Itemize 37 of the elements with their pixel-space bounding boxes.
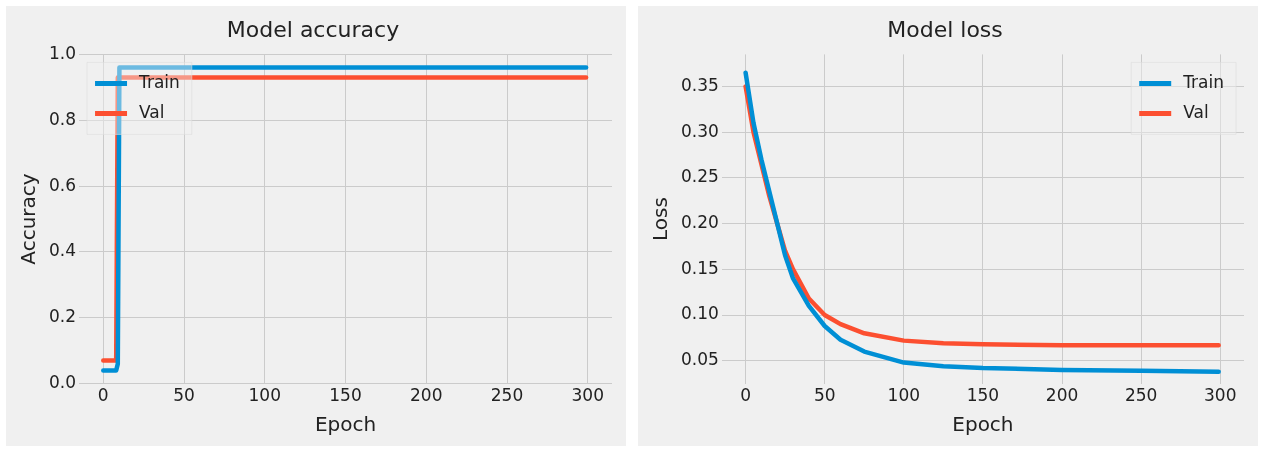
y-tick-label: 0.35 bbox=[680, 74, 719, 95]
x-tick-label: 0 bbox=[740, 385, 751, 406]
y-tick-label: 0.2 bbox=[48, 306, 77, 327]
x-tick-label: 200 bbox=[1045, 385, 1079, 406]
y-tick-label: 0.20 bbox=[680, 211, 719, 232]
x-tick-label: 300 bbox=[571, 385, 604, 406]
x-tick-label: 100 bbox=[248, 385, 281, 406]
x-tick-label: 100 bbox=[887, 385, 921, 406]
y-tick-label: 0.05 bbox=[680, 349, 719, 370]
legend-label: Val bbox=[1183, 101, 1209, 122]
x-tick-label: 0 bbox=[97, 385, 109, 406]
y-tick-label: 0.6 bbox=[48, 174, 77, 195]
y-axis-title: Loss bbox=[648, 197, 673, 241]
chart-title: Model accuracy bbox=[226, 16, 400, 42]
y-tick-label: 0.15 bbox=[680, 257, 719, 278]
x-tick-label: 300 bbox=[1204, 385, 1237, 406]
y-tick-label: 0.25 bbox=[680, 166, 719, 187]
x-tick-label: 200 bbox=[410, 385, 443, 406]
y-tick-label: 1.0 bbox=[48, 42, 77, 63]
x-axis-title: Epoch bbox=[314, 412, 377, 437]
x-tick-label: 50 bbox=[173, 385, 195, 406]
x-tick-label: 250 bbox=[490, 385, 524, 406]
legend-label: Train bbox=[138, 71, 180, 92]
x-tick-label: 250 bbox=[1124, 385, 1158, 406]
chart-title: Model loss bbox=[887, 16, 1003, 42]
y-tick-label: 0.0 bbox=[48, 372, 77, 393]
legend-label: Val bbox=[139, 101, 165, 122]
y-tick-label: 0.4 bbox=[48, 240, 77, 261]
x-tick-label: 50 bbox=[813, 385, 836, 406]
x-axis-title: Epoch bbox=[952, 412, 1014, 437]
x-tick-label: 150 bbox=[966, 385, 1000, 406]
legend-label: Train bbox=[1182, 71, 1225, 92]
x-tick-label: 150 bbox=[329, 385, 362, 406]
y-tick-label: 0.10 bbox=[680, 303, 719, 324]
y-tick-label: 0.30 bbox=[680, 120, 719, 141]
y-axis-title: Accuracy bbox=[16, 173, 41, 265]
y-tick-label: 0.8 bbox=[48, 108, 77, 129]
